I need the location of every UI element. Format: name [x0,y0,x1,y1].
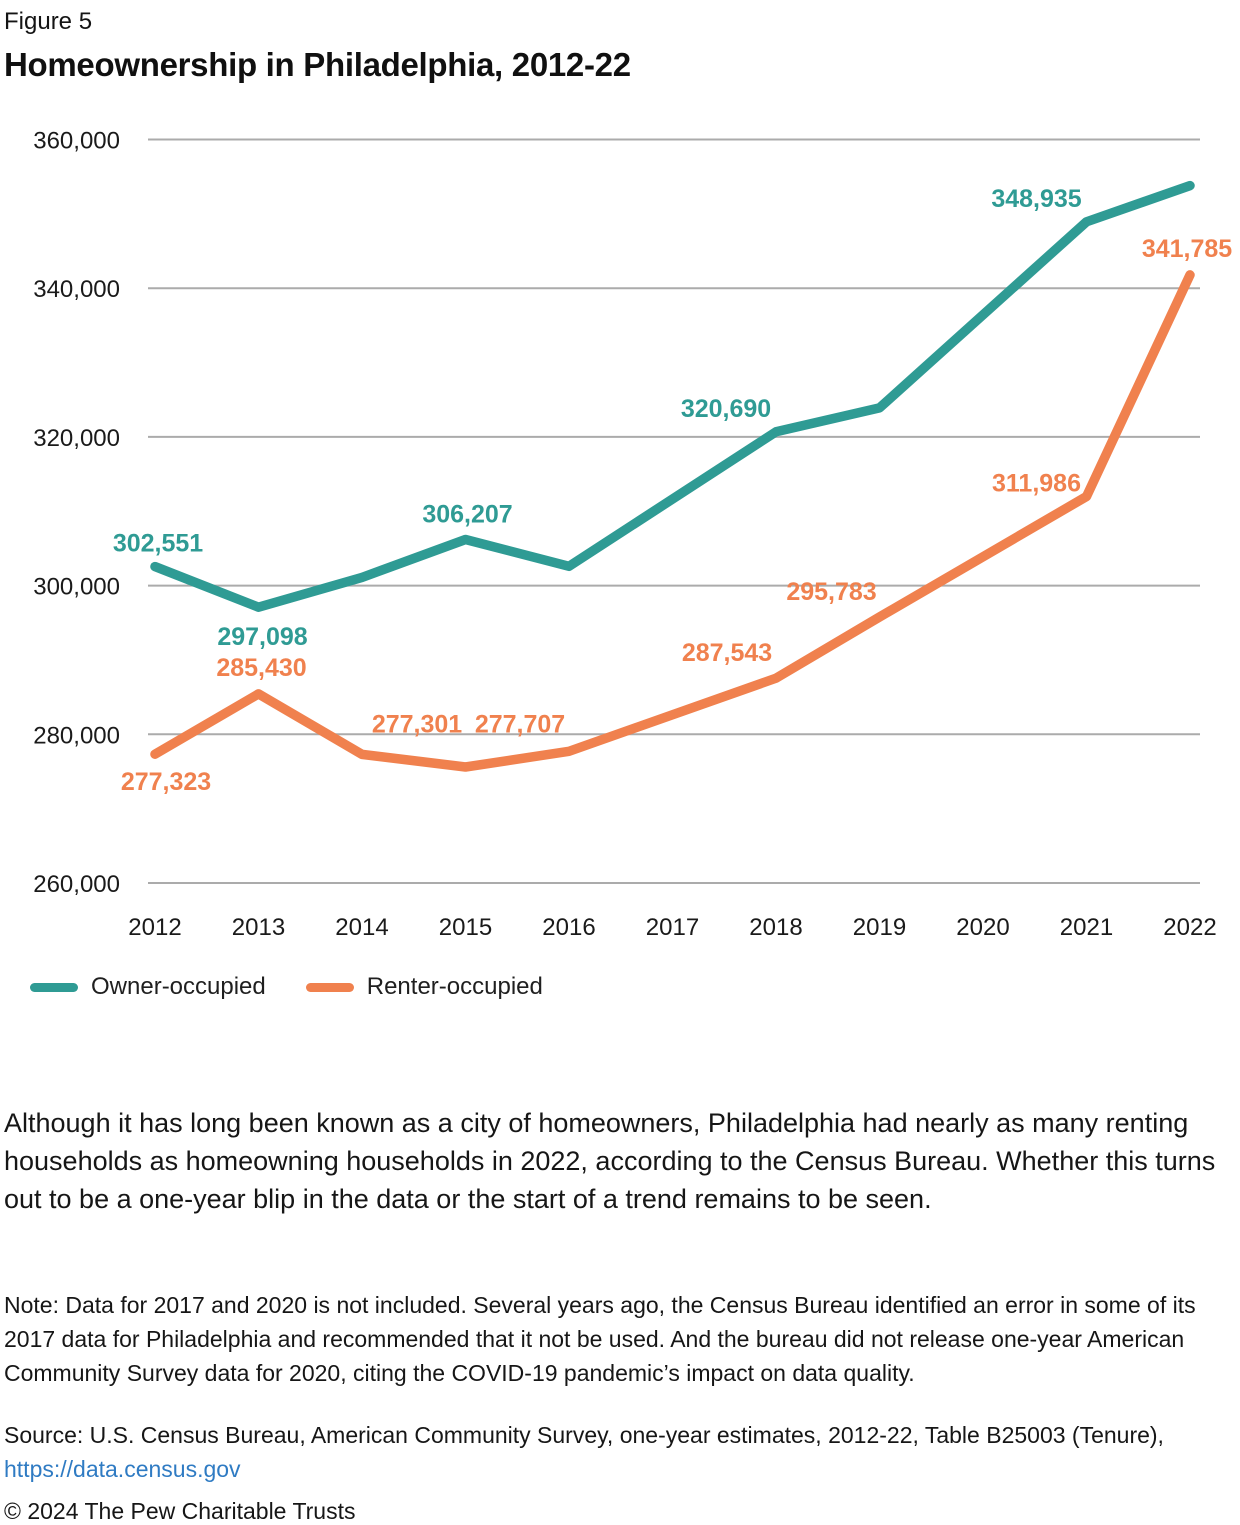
x-tick-label: 2014 [335,914,388,941]
y-tick-label: 360,000 [33,128,120,155]
source-text: Source: U.S. Census Bureau, American Com… [4,1418,1236,1486]
data-label: 348,935 [991,185,1081,213]
x-tick-label: 2013 [232,914,285,941]
x-tick-label: 2016 [542,914,595,941]
note-text: Note: Data for 2017 and 2020 is not incl… [4,1292,1196,1386]
data-label: 277,323 [121,768,211,796]
x-tick-label: 2019 [853,914,906,941]
x-tick-label: 2012 [128,914,181,941]
chart-legend: Owner-occupied Renter-occupied [30,973,543,1001]
y-tick-label: 280,000 [33,722,120,749]
data-label: 287,543 [682,639,772,667]
data-label: 277,301 [372,710,462,738]
legend-item-owner-occupied: Owner-occupied [30,973,266,1001]
x-tick-label: 2020 [956,914,1009,941]
series-line-renter-occupied [150,270,1195,772]
data-label: 285,430 [216,654,306,682]
series-line-owner-occupied [150,180,1195,612]
data-label: 341,785 [1142,235,1232,263]
y-tick-label: 260,000 [33,871,120,898]
data-label: 297,098 [217,623,307,651]
legend-label: Owner-occupied [91,973,266,1000]
data-label: 320,690 [681,395,771,423]
homeownership-line-chart: 360,000 340,000 320,000 300,000 280,000 260,0… [33,128,1232,942]
data-label: 306,207 [422,500,512,528]
chart-title: Homeownership in Philadelphia, 2012-22 [4,46,631,83]
source-prefix: Source: U.S. Census Bureau, American Com… [4,1422,1164,1448]
x-tick-label: 2018 [749,914,802,941]
copyright-text: © 2024 The Pew Charitable Trusts [4,1498,356,1524]
y-tick-label: 340,000 [33,276,120,303]
data-label: 302,551 [113,530,203,558]
data-label: 295,783 [786,578,876,606]
legend-line-swatch [30,982,78,992]
summary-paragraph: Although it has long been known as a cit… [4,1108,1216,1214]
x-tick-label: 2022 [1163,914,1216,941]
x-tick-label: 2015 [439,914,492,941]
x-tick-label: 2021 [1060,914,1113,941]
legend-line-swatch [305,982,354,992]
data-label: 277,707 [475,710,565,738]
data-label: 311,986 [992,469,1081,497]
legend-item-renter-occupied: Renter-occupied [305,973,543,1001]
x-tick-label: 2017 [646,914,699,941]
figure-label: Figure 5 [4,8,93,35]
y-tick-label: 320,000 [33,425,120,452]
y-tick-label: 300,000 [33,574,120,601]
legend-label: Renter-occupied [366,973,543,1000]
source-link[interactable]: https://data.census.gov [4,1456,241,1482]
